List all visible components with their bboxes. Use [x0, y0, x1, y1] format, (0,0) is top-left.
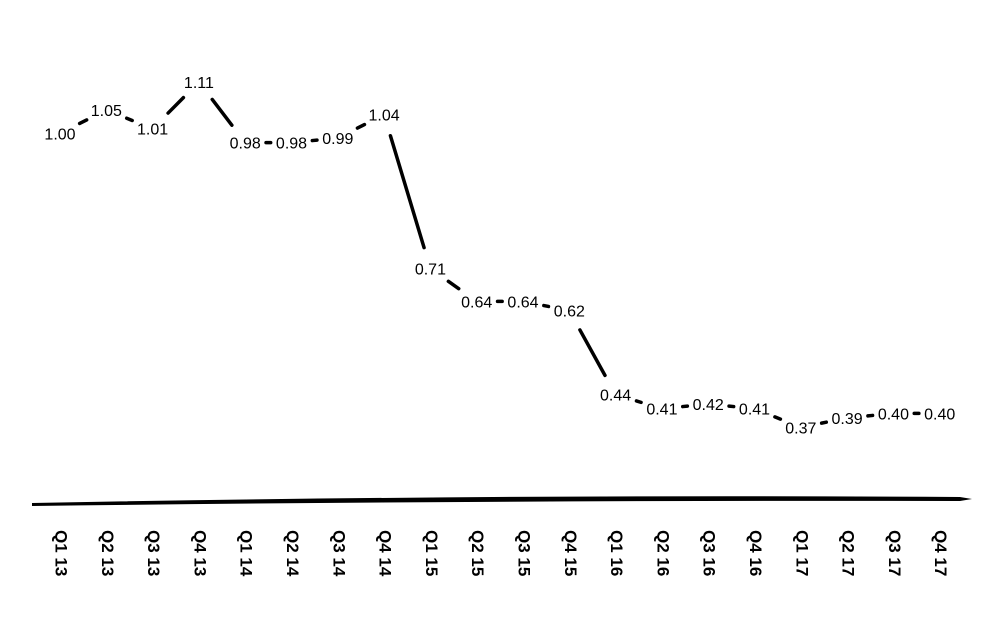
line-segment: [210, 97, 234, 127]
data-label: 0.98: [276, 136, 307, 153]
x-tick-label: Q1 14: [237, 530, 256, 577]
x-tick-label: Q1 17: [792, 530, 811, 576]
data-label: 0.44: [600, 388, 631, 405]
line-segment: [388, 133, 426, 250]
data-label: 0.37: [785, 420, 816, 437]
line-segment: [355, 122, 367, 130]
x-tick-label: Q4 14: [376, 530, 395, 577]
data-label: 1.00: [44, 126, 75, 143]
data-label: 0.62: [554, 304, 585, 321]
data-label: 0.98: [230, 136, 261, 153]
line-segment: [773, 415, 783, 421]
x-tick-label: Q2 14: [283, 530, 302, 577]
data-label: 0.41: [739, 402, 770, 419]
line-segment: [166, 95, 186, 115]
series-line: [77, 95, 921, 425]
x-tick-label: Q3 17: [885, 530, 904, 576]
data-label: 0.39: [832, 411, 863, 428]
line-segment: [634, 399, 643, 405]
line-segment: [819, 420, 829, 425]
data-label: 1.01: [137, 122, 168, 139]
line-segment: [446, 279, 461, 291]
data-label: 0.64: [507, 294, 538, 311]
x-tick-label: Q3 13: [144, 530, 163, 576]
x-tick-label: Q3 14: [329, 530, 348, 577]
x-tick-label: Q1 15: [422, 530, 441, 576]
x-tick-label: Q2 15: [468, 530, 487, 576]
data-label: 0.99: [322, 131, 353, 148]
x-tick-label: Q3 16: [700, 530, 719, 576]
data-label: 1.05: [91, 103, 122, 120]
line-segment: [77, 118, 89, 126]
x-tick-label: Q2 16: [653, 530, 672, 576]
x-tick-label: Q2 17: [839, 530, 858, 576]
data-label: 0.40: [878, 406, 909, 423]
x-tick-label: Q4 16: [746, 530, 765, 576]
line-segment: [578, 328, 607, 378]
line-segment: [542, 303, 551, 309]
x-tick-label: Q1 16: [607, 530, 626, 576]
x-tick-label: Q4 17: [931, 530, 950, 576]
x-tick-label: Q4 13: [190, 530, 209, 576]
data-labels: 1.00 1.05 1.01 1.11 0.98 0.98 0.99 1.04 0.71 0.64…: [44, 75, 955, 437]
x-tick-label: Q1 13: [52, 530, 71, 576]
x-tick-label: Q3 15: [515, 530, 534, 576]
x-tick-label: Q4 15: [561, 530, 580, 576]
data-label: 0.64: [461, 294, 492, 311]
x-axis-line: [32, 496, 972, 506]
data-label: 0.42: [693, 397, 724, 414]
x-tick-label: Q2 13: [98, 530, 117, 576]
x-axis-tick-labels: Q1 13 Q2 13 Q3 13 Q4 13 Q1 14 Q2 14 Q3 14 Q4 14…: [52, 530, 951, 577]
data-label: 0.41: [646, 402, 677, 419]
data-label: 0.40: [924, 406, 955, 423]
data-label: 1.11: [184, 75, 214, 92]
data-label: 1.04: [369, 108, 400, 125]
data-label: 0.71: [415, 262, 446, 279]
line-segment: [124, 116, 134, 123]
